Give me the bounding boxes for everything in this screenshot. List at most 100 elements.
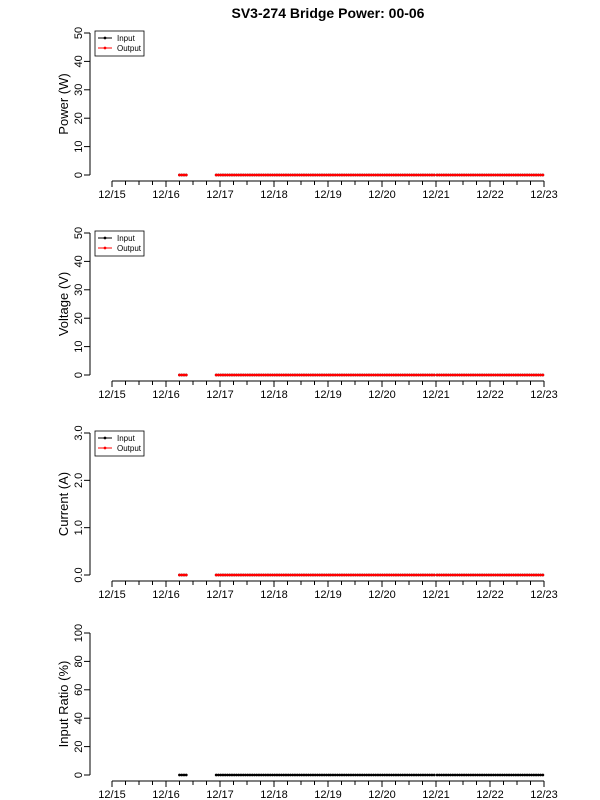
data-point	[476, 373, 479, 377]
data-point	[275, 773, 279, 777]
data-point	[437, 573, 441, 577]
data-point	[253, 373, 256, 377]
data-point	[289, 373, 292, 377]
data-point	[284, 773, 288, 777]
data-point	[482, 773, 486, 777]
data-point	[423, 773, 427, 777]
data-point	[340, 773, 344, 777]
data-point	[271, 573, 274, 577]
data-point	[421, 173, 425, 177]
data-point	[449, 773, 452, 777]
data-point	[248, 573, 252, 577]
data-point	[180, 173, 184, 177]
data-point	[307, 173, 310, 177]
data-point	[322, 573, 326, 577]
y-tick-label: 0.0	[73, 567, 85, 582]
data-point	[485, 373, 488, 377]
data-point	[304, 573, 308, 577]
data-point	[446, 173, 450, 177]
x-tick-label: 12/15	[98, 389, 126, 401]
data-point	[228, 573, 232, 577]
data-point	[219, 573, 223, 577]
x-tick-label: 12/20	[368, 389, 396, 401]
data-point	[293, 773, 297, 777]
data-point	[266, 173, 270, 177]
data-point	[507, 573, 511, 577]
data-point	[525, 173, 529, 177]
data-point	[369, 173, 373, 177]
data-point	[180, 373, 184, 377]
x-tick-label: 12/22	[476, 589, 504, 601]
data-point	[360, 173, 364, 177]
data-point	[280, 373, 283, 377]
data-point	[471, 573, 475, 577]
data-point	[444, 573, 448, 577]
data-point	[223, 573, 227, 577]
data-point	[467, 373, 470, 377]
data-point	[318, 373, 322, 377]
data-point	[329, 173, 333, 177]
data-point	[536, 573, 540, 577]
x-tick-label: 12/23	[530, 189, 558, 201]
data-point	[264, 173, 268, 177]
data-point	[372, 773, 375, 777]
data-point	[239, 773, 243, 777]
data-point	[325, 373, 328, 377]
data-point	[307, 373, 310, 377]
data-point	[221, 773, 225, 777]
data-point	[295, 373, 299, 377]
data-point	[302, 573, 306, 577]
data-point	[536, 773, 540, 777]
data-point	[333, 373, 337, 377]
legend-marker	[103, 36, 107, 40]
data-point	[469, 573, 473, 577]
data-point	[532, 173, 536, 177]
x-tick-label: 12/19	[314, 189, 342, 201]
data-point	[534, 373, 538, 377]
data-point	[381, 373, 384, 377]
data-point	[383, 773, 387, 777]
data-point	[539, 773, 542, 777]
data-point	[518, 773, 522, 777]
x-tick-label: 12/22	[476, 789, 504, 800]
data-point	[277, 573, 281, 577]
data-point	[509, 173, 513, 177]
data-point	[257, 573, 261, 577]
data-point	[313, 773, 317, 777]
data-point	[376, 173, 380, 177]
x-tick-label: 12/18	[260, 589, 288, 601]
data-point	[521, 373, 524, 377]
data-point	[503, 373, 506, 377]
data-point	[399, 373, 402, 377]
data-point	[469, 373, 473, 377]
data-point	[471, 373, 475, 377]
data-point	[180, 573, 184, 577]
data-point	[532, 773, 536, 777]
data-point	[437, 773, 441, 777]
data-point	[244, 573, 247, 577]
data-point	[476, 573, 479, 577]
data-point	[250, 173, 254, 177]
data-point	[293, 573, 297, 577]
data-point	[300, 373, 304, 377]
data-point	[358, 173, 362, 177]
data-point	[390, 773, 393, 777]
x-tick-label: 12/21	[422, 389, 450, 401]
data-point	[496, 173, 500, 177]
data-point	[412, 773, 416, 777]
data-point	[507, 773, 511, 777]
data-point	[485, 773, 488, 777]
data-point	[505, 573, 509, 577]
data-point	[394, 173, 398, 177]
x-tick-label: 12/16	[152, 389, 180, 401]
data-point	[223, 373, 227, 377]
data-point	[473, 173, 477, 177]
data-point	[311, 373, 315, 377]
data-point	[178, 773, 181, 777]
data-point	[184, 573, 188, 577]
data-point	[369, 373, 373, 377]
x-tick-label: 12/21	[422, 189, 450, 201]
data-point	[327, 773, 331, 777]
data-point	[358, 773, 362, 777]
data-point	[182, 373, 186, 377]
